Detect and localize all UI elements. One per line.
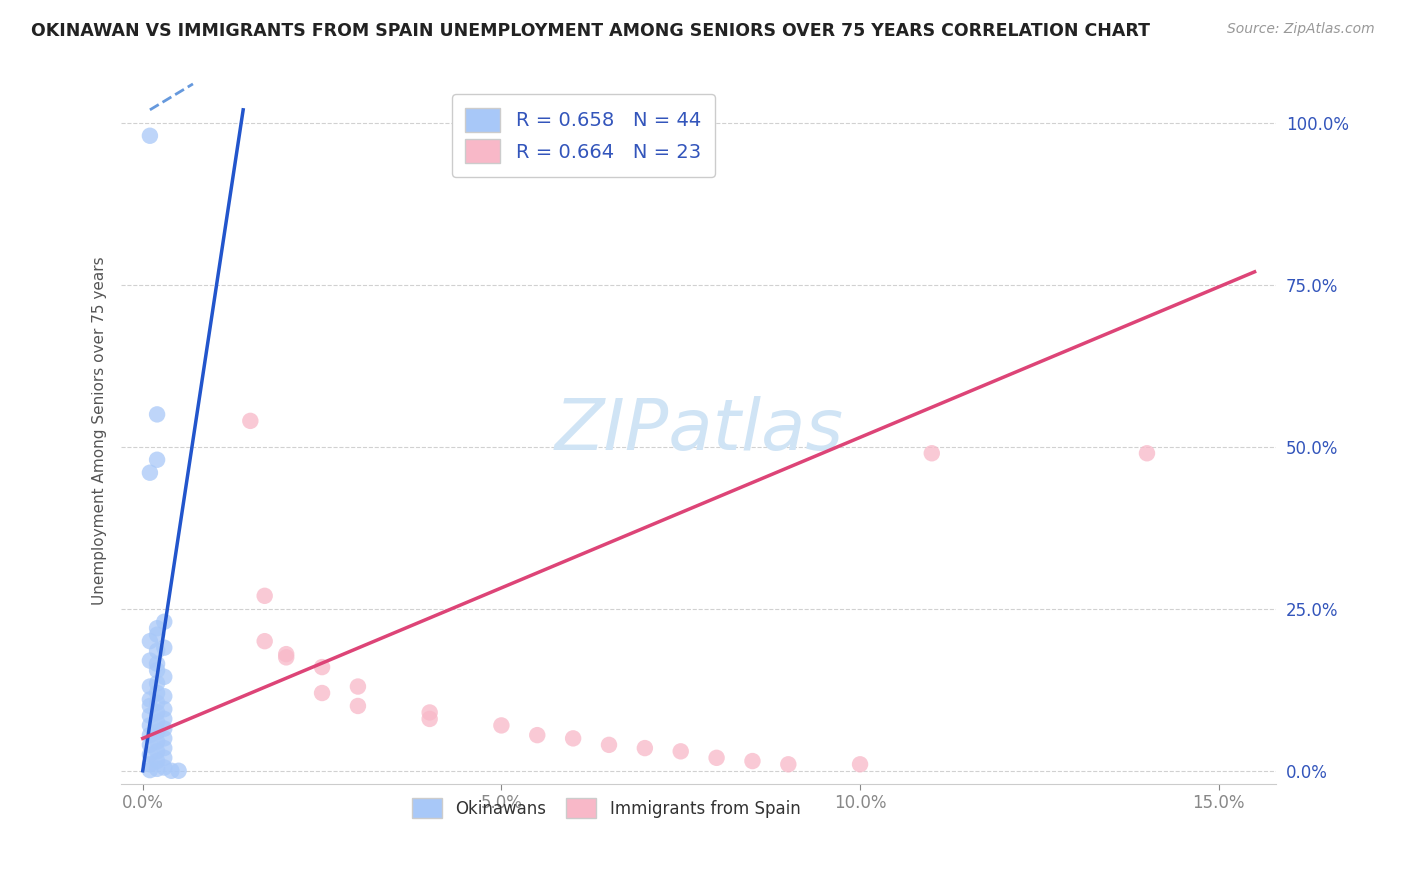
Point (153, 722, 176, 736)
Point (153, 731, 176, 746)
Point (276, 647, 298, 661)
Point (139, 757, 162, 772)
Point (276, 650, 298, 665)
Point (669, 744, 692, 758)
Text: OKINAWAN VS IMMIGRANTS FROM SPAIN UNEMPLOYMENT AMONG SENIORS OVER 75 YEARS CORRE: OKINAWAN VS IMMIGRANTS FROM SPAIN UNEMPL… (31, 22, 1150, 40)
Point (419, 706, 441, 720)
Point (139, 747, 162, 762)
Point (146, 644, 169, 658)
Point (849, 757, 872, 772)
Point (139, 698, 162, 713)
Point (634, 741, 657, 756)
Point (778, 757, 800, 772)
Point (153, 751, 176, 765)
Point (139, 466, 162, 480)
Point (139, 763, 162, 777)
Point (153, 741, 176, 756)
Point (146, 628, 169, 642)
Point (146, 452, 169, 467)
Point (153, 670, 176, 684)
Point (311, 686, 333, 700)
Point (139, 128, 162, 143)
Point (139, 728, 162, 742)
Point (160, 764, 183, 778)
Point (146, 744, 169, 758)
Point (153, 690, 176, 704)
Point (253, 634, 276, 648)
Point (153, 712, 176, 726)
Point (153, 615, 176, 629)
Point (347, 698, 370, 713)
Point (153, 702, 176, 716)
Legend: Okinawans, Immigrants from Spain: Okinawans, Immigrants from Spain (405, 791, 807, 825)
Point (239, 414, 262, 428)
Point (146, 664, 169, 678)
Point (139, 718, 162, 732)
Point (139, 654, 162, 668)
Point (146, 408, 169, 422)
Point (562, 731, 585, 746)
Point (146, 725, 169, 739)
Point (598, 738, 620, 752)
Point (253, 589, 276, 603)
Point (311, 660, 333, 674)
Point (153, 760, 176, 774)
Point (139, 634, 162, 648)
Point (1136, 446, 1159, 460)
Point (139, 738, 162, 752)
Point (146, 696, 169, 710)
Point (167, 764, 190, 778)
Point (491, 718, 513, 732)
Point (153, 640, 176, 655)
Point (921, 446, 943, 460)
Point (146, 676, 169, 690)
Point (139, 692, 162, 706)
Point (146, 686, 169, 700)
Point (146, 734, 169, 748)
Point (146, 762, 169, 776)
Point (347, 680, 370, 694)
Point (706, 751, 728, 765)
Point (139, 680, 162, 694)
Point (146, 657, 169, 671)
Point (146, 715, 169, 730)
Text: ZIPatlas: ZIPatlas (554, 396, 844, 465)
Y-axis label: Unemployment Among Seniors over 75 years: Unemployment Among Seniors over 75 years (93, 256, 107, 605)
Point (146, 621, 169, 635)
Point (139, 708, 162, 723)
Point (146, 706, 169, 720)
Point (419, 712, 441, 726)
Point (146, 754, 169, 768)
Point (526, 728, 548, 742)
Point (741, 754, 763, 768)
Text: Source: ZipAtlas.com: Source: ZipAtlas.com (1227, 22, 1375, 37)
